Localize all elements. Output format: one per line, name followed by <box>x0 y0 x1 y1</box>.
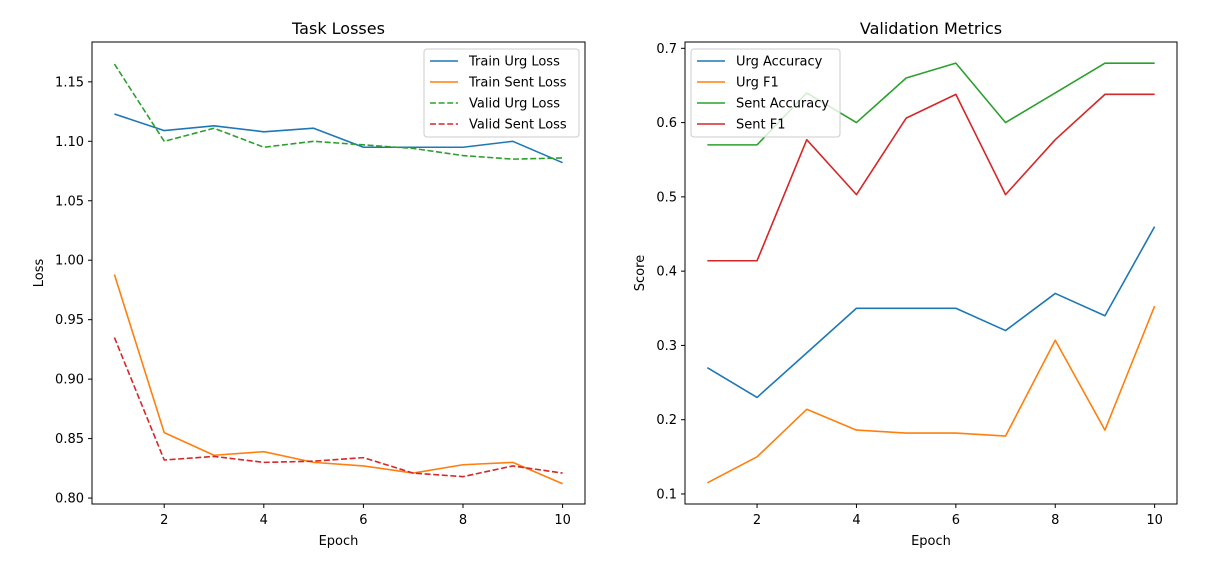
series-line-urg-f1 <box>706 305 1156 484</box>
legend-box <box>690 48 841 138</box>
legend-entry: Train Urg Loss <box>468 55 560 70</box>
x-tick-label: 6 <box>952 513 960 528</box>
legend-entry: Urg F1 <box>736 76 779 91</box>
x-tick-label: 2 <box>753 513 761 528</box>
y-tick-label: 1.00 <box>55 254 84 269</box>
y-tick-label: 0.80 <box>55 492 84 507</box>
x-tick-label: 4 <box>852 513 860 528</box>
x-tick-label: 4 <box>260 513 268 528</box>
legend-box <box>423 48 580 138</box>
x-axis-label: Epoch <box>911 534 951 549</box>
x-axis-label: Epoch <box>319 534 359 549</box>
y-tick-label: 0.7 <box>656 42 677 57</box>
legend-entry: Valid Sent Loss <box>469 118 567 133</box>
y-tick-label: 1.05 <box>55 194 84 209</box>
y-tick-label: 0.3 <box>656 339 677 354</box>
y-tick-label: 1.10 <box>55 135 84 150</box>
legend-entry: Sent Accuracy <box>736 97 829 112</box>
legend: Urg Accuracy Urg F1 Sent Accuracy Sent F1 <box>690 48 841 138</box>
y-tick-label: 0.90 <box>55 373 84 388</box>
series-line-valid-urg-loss <box>113 63 563 160</box>
y-tick-label: 0.5 <box>656 190 677 205</box>
series-line-valid-sent-loss <box>113 337 563 478</box>
x-tick-label: 8 <box>1051 513 1059 528</box>
legend: Train Urg Loss Train Sent Loss Valid Urg L… <box>423 48 580 138</box>
series-line-train-sent-loss <box>113 274 563 485</box>
task-losses-title: Task Losses <box>291 19 385 38</box>
y-tick-label: 0.95 <box>55 313 84 328</box>
legend-entry: Urg Accuracy <box>736 55 823 70</box>
validation-metrics-chart: Validation Metrics 2 4 6 8 10 0.1 0.2 0.3 0.4 0.5 0… <box>633 19 1178 549</box>
y-tick-label: 0.2 <box>656 413 677 428</box>
y-tick-label: 0.4 <box>656 265 677 280</box>
legend-entry: Valid Urg Loss <box>469 97 560 112</box>
validation-metrics-title: Validation Metrics <box>860 19 1002 38</box>
y-tick-label: 0.1 <box>656 487 677 502</box>
legend-entry: Sent F1 <box>736 118 785 133</box>
y-axis-label: Score <box>633 255 648 291</box>
series-line-sent-f1 <box>707 93 1155 262</box>
y-tick-label: 1.15 <box>55 75 84 90</box>
plot-frame <box>684 41 1178 505</box>
plot-frame <box>91 41 586 505</box>
x-tick-label: 8 <box>459 513 467 528</box>
y-tick-label: 0.6 <box>656 116 677 131</box>
series-line-train-urg-loss <box>114 113 563 164</box>
x-tick-label: 10 <box>554 513 571 528</box>
series-line-urg-accuracy <box>706 226 1156 399</box>
y-tick-label: 0.85 <box>55 432 84 447</box>
x-tick-label: 6 <box>359 513 367 528</box>
x-tick-label: 2 <box>160 513 168 528</box>
task-losses-chart: Task Losses 2 4 6 8 10 0.80 0.85 0.90 0.95 1.00 1.0… <box>32 19 586 549</box>
legend-entry: Train Sent Loss <box>468 76 567 91</box>
y-axis-label: Loss <box>32 259 47 288</box>
x-tick-label: 10 <box>1146 513 1163 528</box>
